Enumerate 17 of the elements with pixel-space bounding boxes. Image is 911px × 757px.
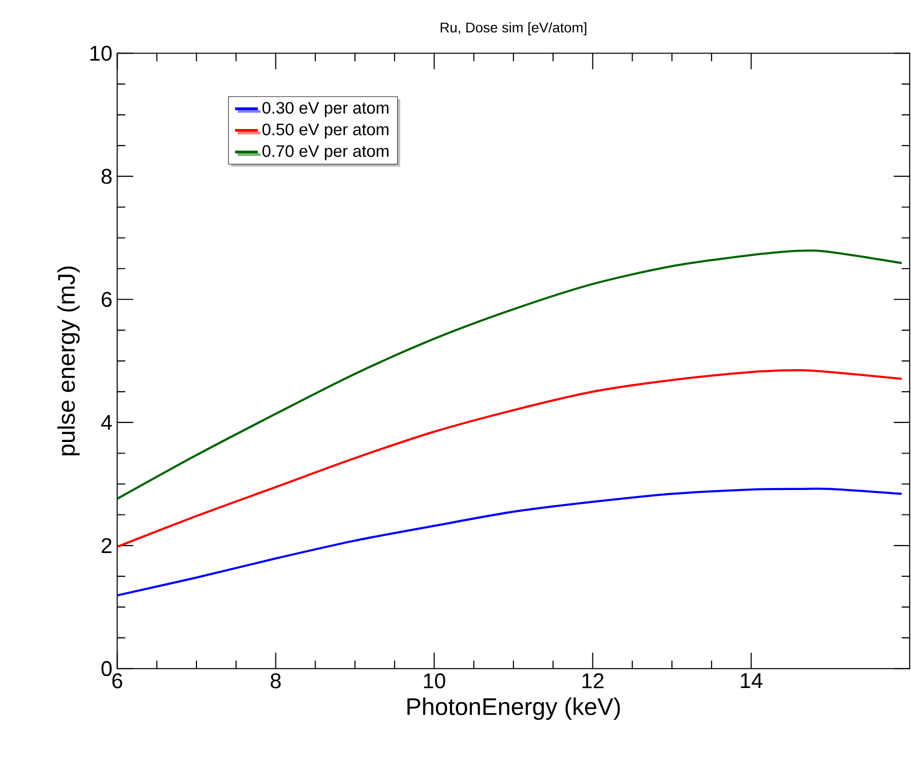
y-tick-label: 6 xyxy=(102,292,112,308)
y-tick-label: 4 xyxy=(101,415,112,430)
legend-label: 0.70 eV per atom xyxy=(262,145,388,160)
y-tick-label: 0 xyxy=(101,661,112,676)
legend-label: 0.30 eV per atom xyxy=(262,102,388,118)
x-tick-label: 8 xyxy=(270,674,281,689)
x-tick-label: 10 xyxy=(424,674,446,689)
x-tick-label: 12 xyxy=(582,674,604,688)
x-axis-title: PhotonEnergy (keV) xyxy=(407,698,620,720)
y-axis-title: pulse energy (mJ) xyxy=(57,266,80,456)
chart-title: Ru, Dose sim [eV/atom] xyxy=(440,22,586,36)
y-tick-label: 8 xyxy=(102,169,112,184)
y-tick-label: 10 xyxy=(90,46,112,62)
y-tick-label: 2 xyxy=(102,538,112,554)
x-tick-label: 6 xyxy=(112,674,122,689)
legend-label: 0.50 eV per atom xyxy=(262,124,388,139)
x-tick-label: 14 xyxy=(740,674,762,688)
